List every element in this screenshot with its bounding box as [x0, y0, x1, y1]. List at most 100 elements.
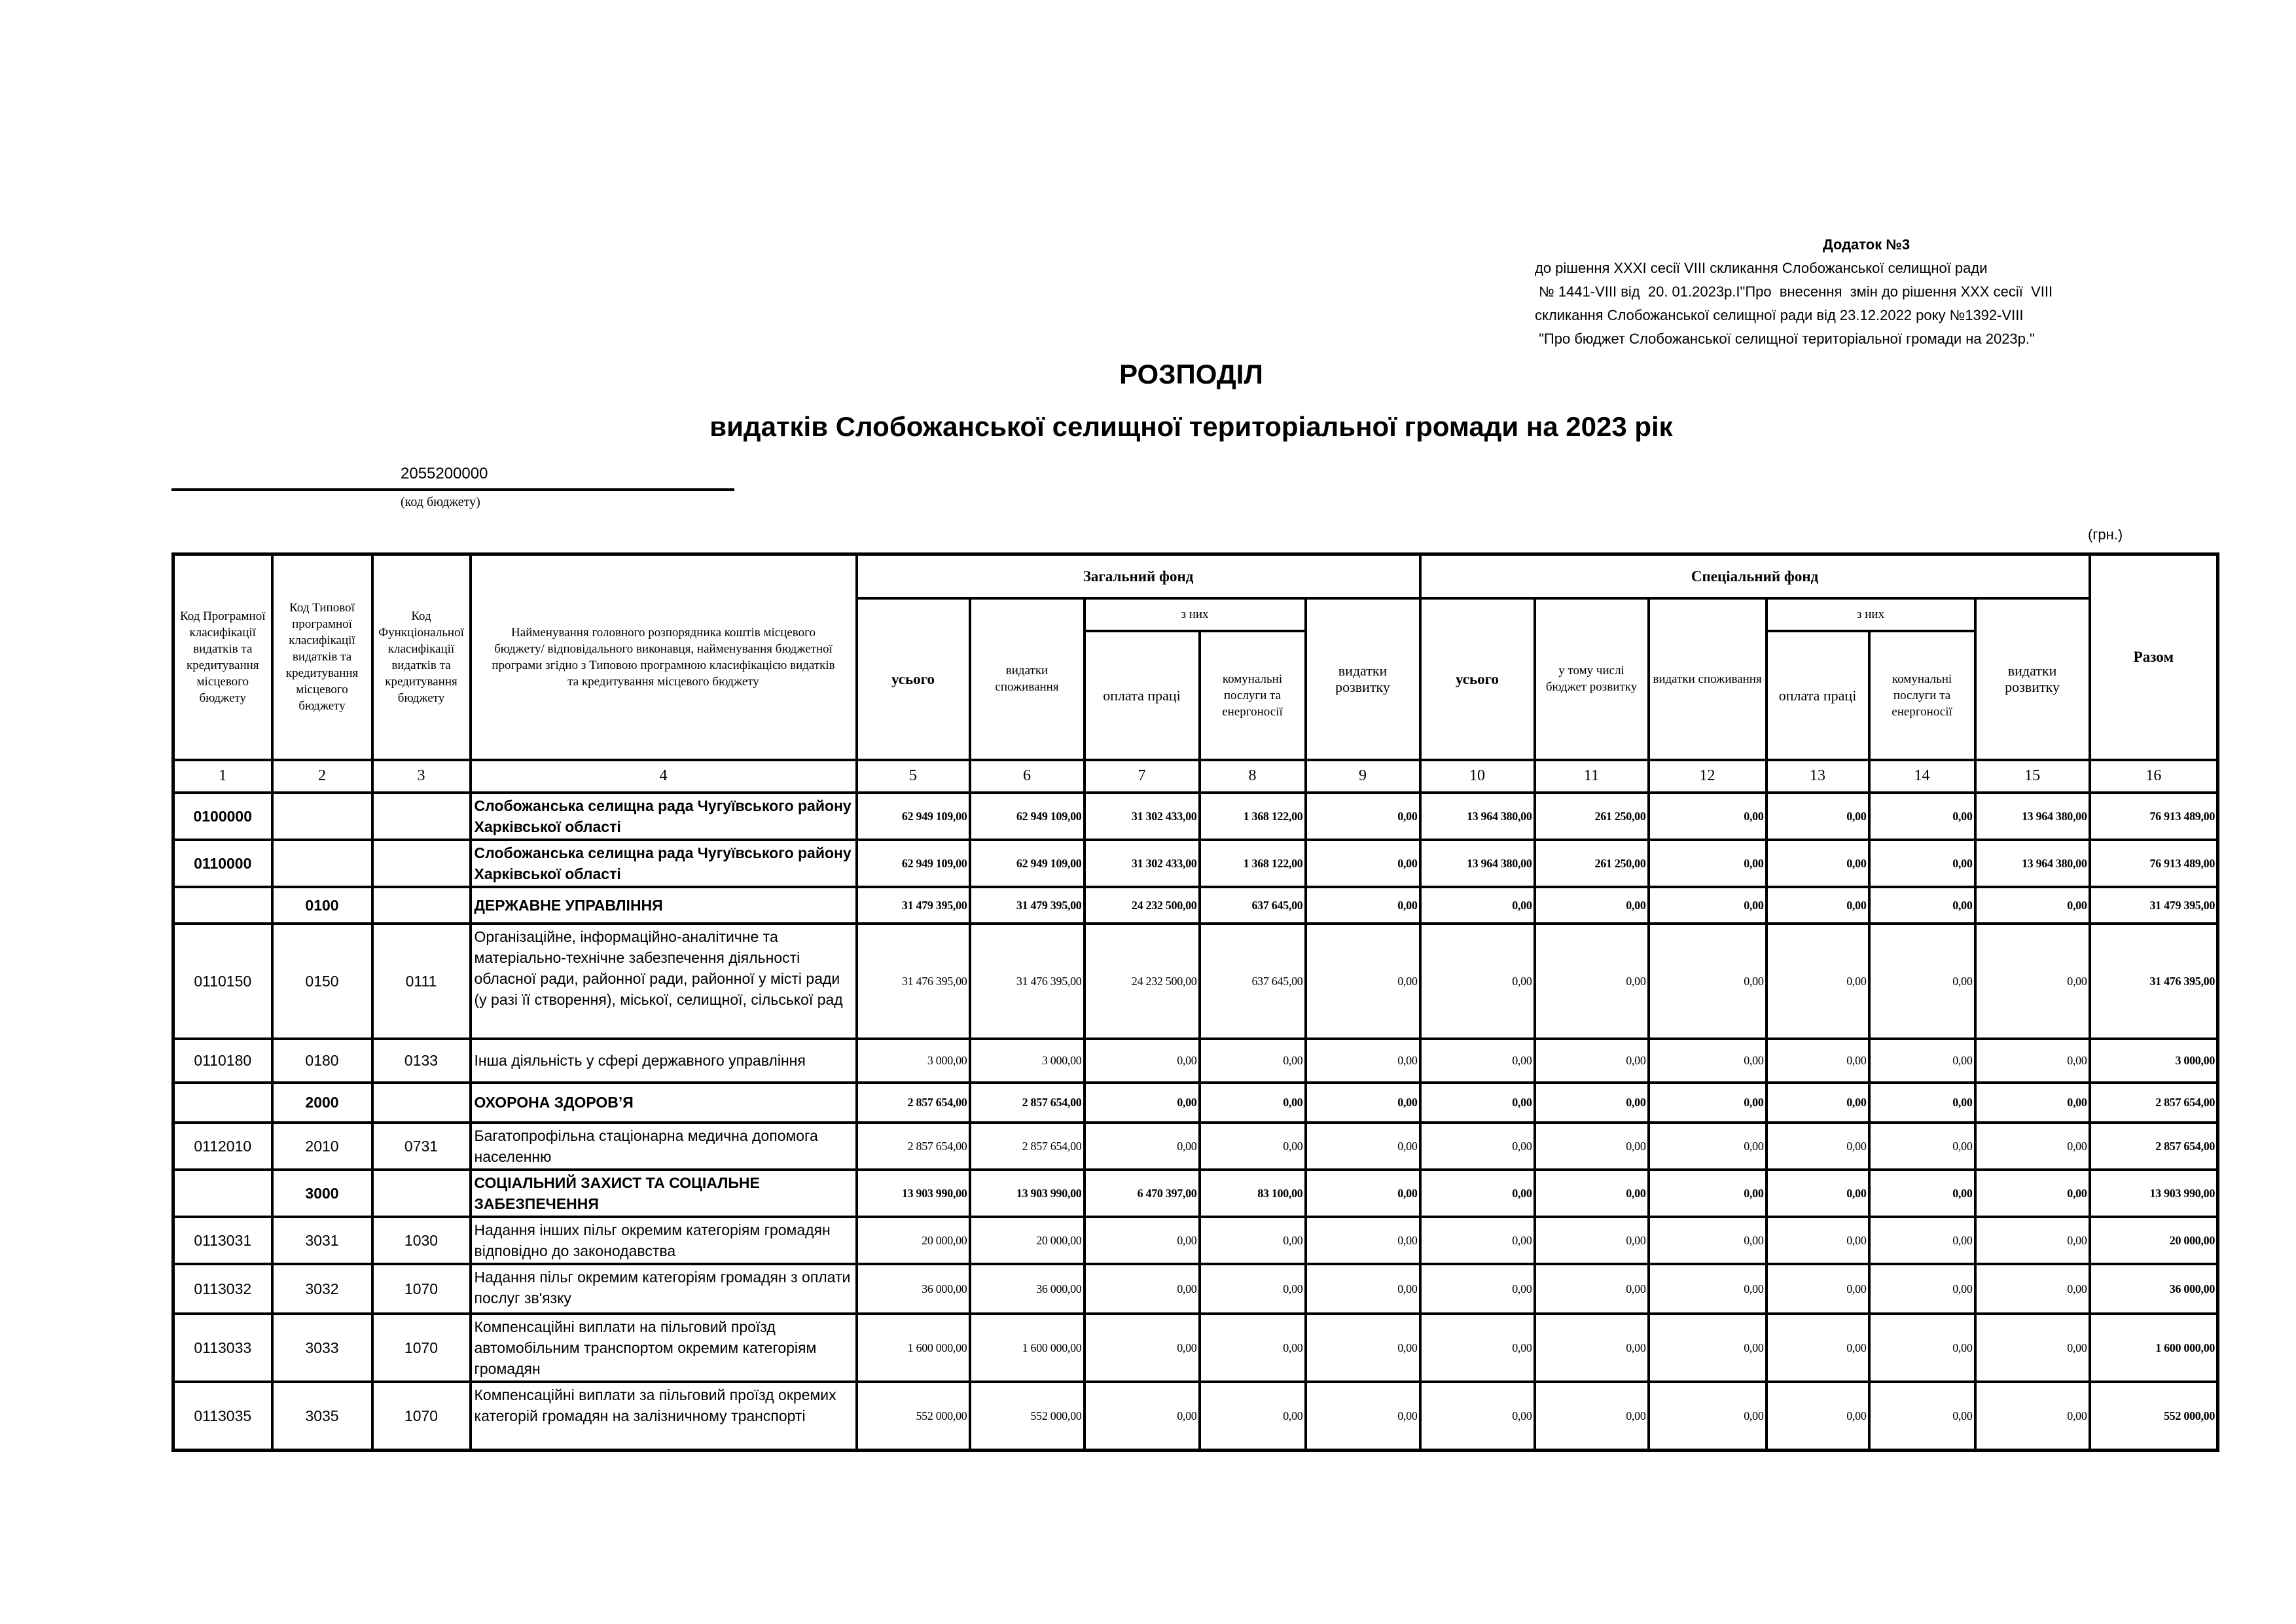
amount-cell: 2 857 654,00	[968, 1081, 1086, 1124]
amount-cell: 0,00	[1647, 1312, 1768, 1383]
amount-cell: 0,00	[1304, 922, 1422, 1040]
amount-cell: 0,00	[1647, 1121, 1768, 1171]
typical-program-code: 2000	[270, 1081, 374, 1124]
typical-program-code: 2010	[270, 1121, 374, 1171]
amount-cell: 0,00	[1198, 1312, 1307, 1383]
program-code: 0113035	[171, 1380, 274, 1452]
row-total-amount: 2 857 654,00	[2088, 1081, 2219, 1124]
amount-cell: 0,00	[1418, 1037, 1536, 1084]
header-special-fund: Спеціальний фонд	[1418, 552, 2091, 600]
amount-cell: 637 645,00	[1198, 922, 1307, 1040]
row-total-amount: 3 000,00	[2088, 1037, 2219, 1084]
amount-cell: 0,00	[1418, 1121, 1536, 1171]
amount-cell: 0,00	[1304, 1121, 1422, 1171]
header-program-code: Код Програмної класифікації видатків та …	[171, 552, 274, 761]
functional-code: 0111	[370, 922, 472, 1040]
amount-cell: 0,00	[1304, 838, 1422, 888]
amount-cell: 13 964 380,00	[1973, 791, 2091, 841]
amount-cell: 0,00	[1867, 885, 1977, 925]
program-name: Компенсаційні виплати за пільговий проїз…	[469, 1380, 858, 1452]
amount-cell: 0,00	[1198, 1262, 1307, 1315]
amount-cell: 62 949 109,00	[968, 791, 1086, 841]
typical-program-code: 3032	[270, 1262, 374, 1315]
amount-cell: 0,00	[1647, 1215, 1768, 1265]
budget-code-label: (код бюджету)	[401, 495, 480, 509]
expenditure-table: Код Програмної класифікації видатків та …	[171, 552, 2220, 1452]
table-row: 0113033 3033 1070 Компенсаційні виплати на …	[171, 1312, 2219, 1383]
typical-program-code: 0100	[270, 885, 374, 925]
amount-cell: 0,00	[1867, 1215, 1977, 1265]
header-general-fund: Загальний фонд	[855, 552, 1422, 600]
typical-program-code: 0180	[270, 1037, 374, 1084]
amount-cell: 0,00	[1533, 1168, 1650, 1218]
amount-cell: 2 857 654,00	[855, 1081, 971, 1124]
amount-cell: 0,00	[1647, 838, 1768, 888]
amount-cell: 0,00	[1083, 1262, 1201, 1315]
amount-cell: 0,00	[1765, 885, 1871, 925]
amount-cell: 0,00	[1533, 1215, 1650, 1265]
program-name: Слобожанська селищна рада Чугуївського р…	[469, 791, 858, 841]
amount-cell: 2 857 654,00	[855, 1121, 971, 1171]
row-total-amount: 2 857 654,00	[2088, 1121, 2219, 1171]
amount-cell: 0,00	[1765, 922, 1871, 1040]
table-row: 0110180 0180 0133 Інша діяльність у сфері д…	[171, 1037, 2219, 1084]
functional-code: 1030	[370, 1215, 472, 1265]
amount-cell: 0,00	[1867, 1081, 1977, 1124]
document-title: РОЗПОДІЛ	[1119, 359, 1263, 389]
amount-cell: 0,00	[1973, 1081, 2091, 1124]
amount-cell: 0,00	[1973, 885, 2091, 925]
amount-cell: 31 479 395,00	[968, 885, 1086, 925]
amount-cell: 0,00	[1647, 1380, 1768, 1452]
amount-cell: 31 302 433,00	[1083, 791, 1201, 841]
typical-program-code: 0150	[270, 922, 374, 1040]
amount-cell: 0,00	[1418, 922, 1536, 1040]
amount-cell: 0,00	[1533, 922, 1650, 1040]
amount-cell: 0,00	[1867, 791, 1977, 841]
header-sf-all: усього	[1418, 596, 1536, 761]
table-row: 0113031 3031 1030 Надання інших пільг окрем…	[171, 1215, 2219, 1265]
column-number: 1	[171, 758, 274, 794]
functional-code	[370, 791, 472, 841]
functional-code: 1070	[370, 1380, 472, 1452]
amount-cell: 0,00	[1765, 1215, 1871, 1265]
program-name: ДЕРЖАВНЕ УПРАВЛІННЯ	[469, 885, 858, 925]
amount-cell: 13 964 380,00	[1418, 791, 1536, 841]
header-gf-of-which: з них	[1083, 596, 1307, 632]
amount-cell: 13 903 990,00	[968, 1168, 1086, 1218]
amount-cell: 0,00	[1083, 1380, 1201, 1452]
row-total-amount: 31 479 395,00	[2088, 885, 2219, 925]
amount-cell: 0,00	[1765, 1081, 1871, 1124]
amount-cell: 0,00	[1647, 1037, 1768, 1084]
column-number: 9	[1304, 758, 1422, 794]
amount-cell: 83 100,00	[1198, 1168, 1307, 1218]
table-row: 0112010 2010 0731 Багатопрофільна стаціонар…	[171, 1121, 2219, 1171]
amount-cell: 0,00	[1765, 838, 1871, 888]
typical-program-code: 3000	[270, 1168, 374, 1218]
amount-cell: 0,00	[1765, 1262, 1871, 1315]
program-code	[171, 885, 274, 925]
table-row: 0113032 3032 1070 Надання пільг окремим кат…	[171, 1262, 2219, 1315]
appendix-line: до рішення XXXI сесії VIII скликання Сло…	[1535, 260, 1988, 276]
table-row: 3000 СОЦІАЛЬНИЙ ЗАХИСТ ТА СОЦІАЛЬНЕ ЗАБЕЗ…	[171, 1168, 2219, 1218]
amount-cell: 31 476 395,00	[968, 922, 1086, 1040]
table-row: 0110150 0150 0111 Організаційне, інформацій…	[171, 922, 2219, 1040]
amount-cell: 0,00	[1304, 1037, 1422, 1084]
amount-cell: 0,00	[1647, 1262, 1768, 1315]
amount-cell: 0,00	[1765, 1380, 1871, 1452]
header-gf-development: видатки розвитку	[1304, 596, 1422, 761]
program-name: Багатопрофільна стаціонарна медична допо…	[469, 1121, 858, 1171]
amount-cell: 0,00	[1973, 1262, 2091, 1315]
program-code: 0113031	[171, 1215, 274, 1265]
amount-cell: 0,00	[1304, 1262, 1422, 1315]
amount-cell: 62 949 109,00	[855, 838, 971, 888]
amount-cell: 2 857 654,00	[968, 1121, 1086, 1171]
column-number: 8	[1198, 758, 1307, 794]
typical-program-code	[270, 838, 374, 888]
program-code: 0113032	[171, 1262, 274, 1315]
amount-cell: 0,00	[1304, 1312, 1422, 1383]
program-name: Надання інших пільг окремим категоріям г…	[469, 1215, 858, 1265]
amount-cell: 0,00	[1867, 922, 1977, 1040]
column-number: 7	[1083, 758, 1201, 794]
amount-cell: 0,00	[1765, 1121, 1871, 1171]
row-total-amount: 1 600 000,00	[2088, 1312, 2219, 1383]
